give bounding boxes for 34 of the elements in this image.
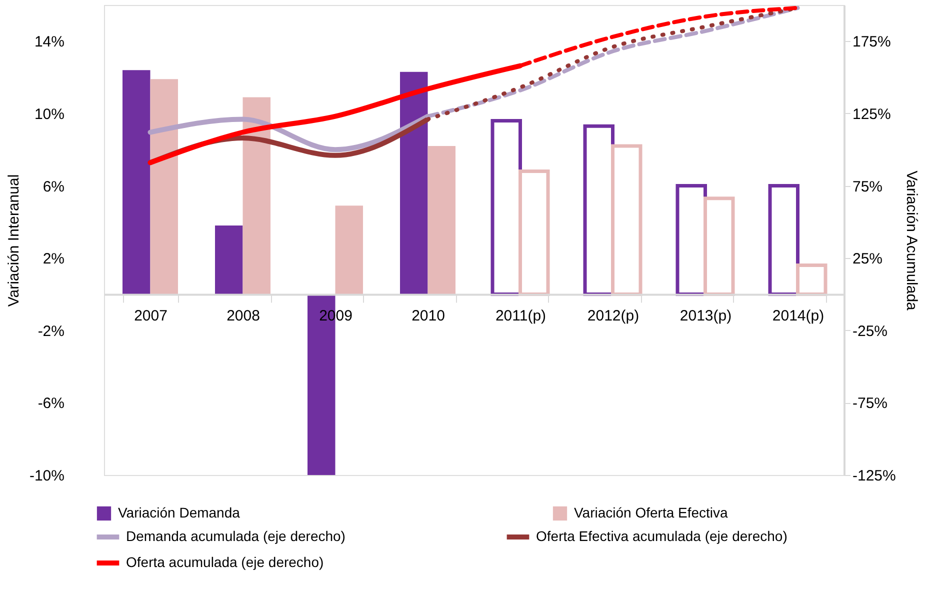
- y2-tick-label: -75%: [852, 395, 888, 412]
- x-tick-label: 2012(p): [587, 308, 640, 325]
- y-tick-label: -2%: [38, 322, 64, 340]
- y-tick-label: 14%: [34, 34, 64, 51]
- bar: [150, 79, 178, 294]
- legend-label: Variación Oferta Efectiva: [574, 504, 728, 520]
- y-tick-label: 2%: [42, 250, 64, 268]
- y2-tick-label: 125%: [852, 106, 891, 123]
- bar: [335, 206, 363, 294]
- y-tick-label: 6%: [42, 178, 64, 196]
- bar: [242, 97, 270, 294]
- bar: [400, 72, 428, 294]
- x-tick-label: 2011(p): [495, 308, 546, 325]
- bar: [122, 70, 150, 294]
- y2-axis-title: Variación Acumulada: [902, 170, 920, 312]
- y2-tick-label: 25%: [852, 250, 883, 268]
- y-axis-title: Variación Interanual: [5, 174, 22, 307]
- x-tick-label: 2008: [226, 308, 260, 325]
- y-tick-label: 10%: [34, 106, 64, 123]
- y2-tick-label: -125%: [852, 468, 896, 484]
- y2-tick-label: 175%: [852, 34, 891, 51]
- x-tick-label: 2010: [412, 308, 445, 325]
- x-tick-label: 2014(p): [772, 308, 824, 325]
- bar: [428, 146, 456, 294]
- legend-label: Variación Demanda: [118, 504, 240, 520]
- y-tick-label: -10%: [29, 468, 64, 484]
- y2-tick-label: -25%: [852, 322, 888, 340]
- legend-label: Oferta Efectiva acumulada (eje derecho): [536, 528, 788, 544]
- legend-label: Oferta acumulada (eje derecho): [126, 554, 324, 570]
- x-tick-label: 2007: [134, 308, 168, 325]
- y-tick-label: -6%: [38, 395, 64, 412]
- legend-label: Demanda acumulada (eje derecho): [126, 528, 346, 544]
- x-tick-label: 2013(p): [680, 308, 732, 325]
- y2-tick-label: 75%: [852, 178, 883, 196]
